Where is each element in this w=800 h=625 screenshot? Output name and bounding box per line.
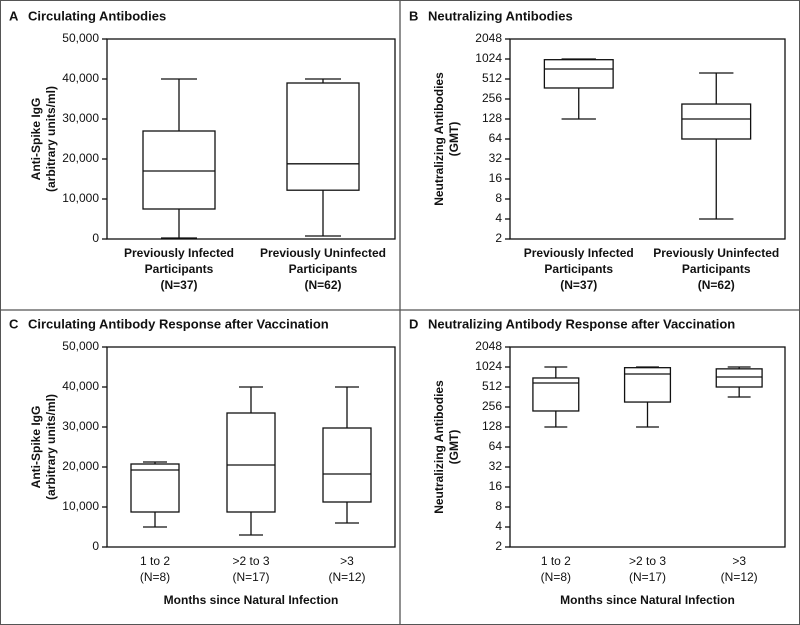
x-tick-label: Previously Uninfected: [260, 246, 386, 260]
box: [681, 103, 752, 140]
box: [142, 130, 216, 210]
y-tick-label: 4: [495, 211, 502, 225]
box: [226, 412, 276, 513]
x-tick-label: (N=12): [328, 570, 365, 584]
panel-title: Neutralizing Antibodies: [428, 8, 573, 23]
y-tick-label: 8: [495, 499, 502, 513]
y-tick-label: 2048: [475, 31, 502, 45]
y-tick-label: 512: [482, 71, 502, 85]
y-tick-label: 1024: [475, 51, 502, 65]
plot-frame: [106, 346, 396, 548]
y-tick-label: 256: [482, 91, 502, 105]
x-tick-label: >2 to 3: [232, 554, 269, 568]
y-tick-label: 10,000: [62, 191, 99, 205]
y-tick-label: 8: [495, 191, 502, 205]
y-tick-label: 256: [482, 399, 502, 413]
y-tick-label: 16: [489, 479, 503, 493]
y-tick-label: 128: [482, 111, 502, 125]
panel-letter: D: [409, 316, 418, 331]
y-tick-label: 64: [489, 131, 503, 145]
y-tick-label: 4: [495, 519, 502, 533]
box: [532, 377, 580, 412]
y-tick-label: 30,000: [62, 111, 99, 125]
y-tick-label: 16: [489, 171, 503, 185]
x-tick-label: (N=62): [304, 278, 341, 292]
panel-letter: A: [9, 8, 19, 23]
x-tick-label: (N=8): [541, 570, 571, 584]
x-tick-label: >2 to 3: [629, 554, 666, 568]
y-tick-label: 10,000: [62, 499, 99, 513]
x-tick-label: (N=17): [232, 570, 269, 584]
y-axis-label: (arbitrary units/ml): [44, 86, 58, 192]
x-tick-label: >3: [340, 554, 354, 568]
y-tick-label: 40,000: [62, 71, 99, 85]
x-tick-label: Participants: [544, 262, 613, 276]
panel-letter: B: [409, 8, 418, 23]
y-tick-label: 20,000: [62, 151, 99, 165]
panel-title: Circulating Antibodies: [28, 8, 166, 23]
x-axis-label: Months since Natural Infection: [560, 593, 735, 607]
y-tick-label: 0: [92, 539, 99, 553]
y-tick-label: 2: [495, 231, 502, 245]
box: [715, 368, 763, 388]
y-tick-label: 20,000: [62, 459, 99, 473]
y-axis-label: (arbitrary units/ml): [44, 394, 58, 500]
x-tick-label: Previously Infected: [124, 246, 234, 260]
y-tick-label: 32: [489, 151, 503, 165]
x-tick-label: 1 to 2: [541, 554, 571, 568]
y-tick-label: 32: [489, 459, 503, 473]
x-tick-label: (N=37): [560, 278, 597, 292]
y-tick-label: 50,000: [62, 31, 99, 45]
y-axis-label: Anti-Spike IgG: [29, 98, 43, 181]
box: [286, 82, 360, 191]
y-tick-label: 2: [495, 539, 502, 553]
y-axis-label: (GMT): [447, 122, 461, 157]
box: [543, 59, 614, 89]
x-tick-label: Participants: [289, 262, 358, 276]
y-axis-label: Anti-Spike IgG: [29, 406, 43, 489]
y-tick-label: 512: [482, 379, 502, 393]
y-tick-label: 2048: [475, 339, 502, 353]
x-axis-label: Months since Natural Infection: [164, 593, 339, 607]
y-tick-label: 1024: [475, 359, 502, 373]
plot-frame: [106, 38, 396, 240]
box: [623, 367, 672, 403]
x-tick-label: Participants: [682, 262, 751, 276]
x-tick-label: 1 to 2: [140, 554, 170, 568]
y-axis-label: Neutralizing Antibodies: [432, 380, 446, 514]
panel-letter: C: [9, 316, 19, 331]
y-tick-label: 40,000: [62, 379, 99, 393]
x-tick-label: Previously Infected: [524, 246, 634, 260]
y-axis-label: (GMT): [447, 430, 461, 465]
panel-title: Circulating Antibody Response after Vacc…: [28, 316, 329, 331]
y-tick-label: 30,000: [62, 419, 99, 433]
box: [322, 427, 372, 503]
panel-title: Neutralizing Antibody Response after Vac…: [428, 316, 735, 331]
y-tick-label: 50,000: [62, 339, 99, 353]
x-tick-label: (N=37): [160, 278, 197, 292]
x-tick-label: (N=17): [629, 570, 666, 584]
box: [130, 463, 180, 513]
x-tick-label: (N=8): [140, 570, 170, 584]
x-tick-label: (N=12): [721, 570, 758, 584]
y-tick-label: 0: [92, 231, 99, 245]
y-tick-label: 64: [489, 439, 503, 453]
y-axis-label: Neutralizing Antibodies: [432, 72, 446, 206]
x-tick-label: Participants: [145, 262, 214, 276]
x-tick-label: Previously Uninfected: [653, 246, 779, 260]
y-tick-label: 128: [482, 419, 502, 433]
x-tick-label: (N=62): [698, 278, 735, 292]
x-tick-label: >3: [732, 554, 746, 568]
